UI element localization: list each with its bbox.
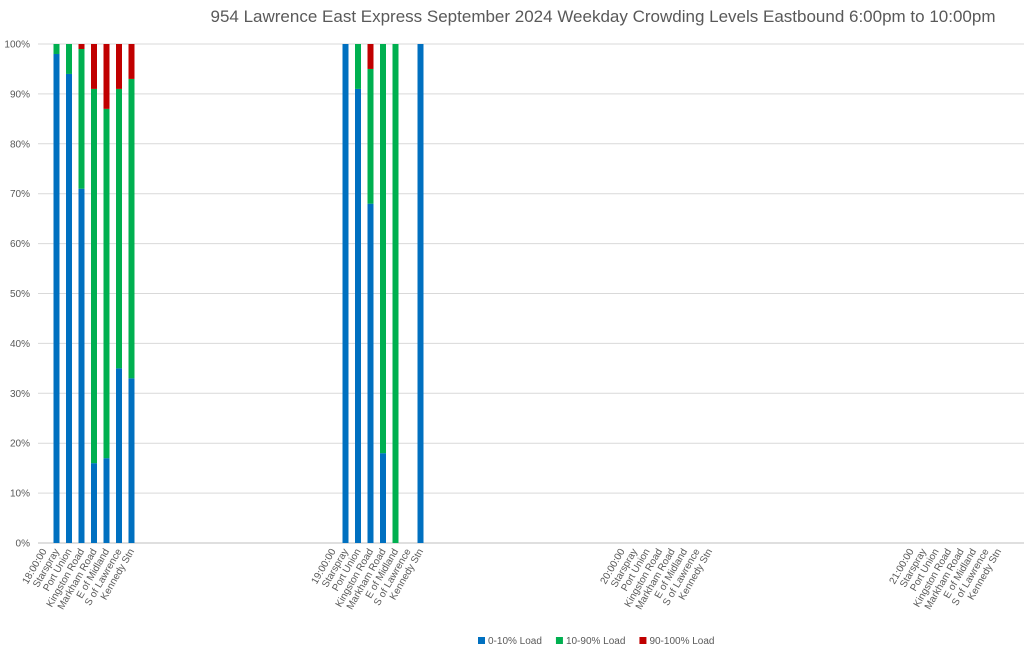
y-tick-label: 100% [4,40,30,51]
legend-swatch [555,637,563,644]
bar-segment [392,44,399,543]
y-tick-label: 50% [10,289,30,300]
y-tick-label: 30% [10,389,30,400]
bar-segment [91,463,97,543]
bar-segment [367,44,374,69]
y-tick-label: 90% [10,89,30,100]
legend-label: 90-100% Load [649,636,714,647]
legend-label: 0-10% Load [488,636,542,647]
bar-segment [103,108,110,459]
bar-segment [103,44,110,109]
legend-swatch [478,637,485,644]
bar-segment [66,44,72,74]
bar-segment [128,378,135,543]
y-axis-ticks: 0% 10% 20% 30% 40% 50% 60% 70% 80% 90% 100% [4,40,30,550]
legend: 0-10% Load 10-90% Load 90-100% Load [478,636,715,647]
bar-segment [355,44,361,89]
legend-swatch [639,637,647,644]
gridlines [38,43,1024,544]
bar-segment [78,188,85,543]
bar-segment [66,73,72,543]
y-tick-label: 0% [16,539,31,550]
chart-title: 954 Lawrence East Express September 2024… [211,7,996,26]
bar-segment [78,48,85,189]
bar-segment [53,44,60,54]
y-tick-label: 20% [10,439,30,450]
bar-segment [355,88,361,543]
bar-segment [116,88,122,369]
bar-segment [91,88,97,464]
y-tick-label: 10% [10,489,30,500]
bar-segment [116,368,122,543]
bar-segment [116,44,122,89]
bar-segment [53,53,60,543]
bar-segment [91,44,97,89]
bar-segment [367,68,374,204]
legend-label: 10-90% Load [566,636,626,647]
bar-segment [367,203,374,543]
y-tick-label: 70% [10,189,30,200]
y-tick-label: 60% [10,239,30,250]
bar-segment [78,44,85,49]
bar-segment [128,44,135,79]
bar-segment [128,78,135,379]
bar-segment [342,44,349,543]
y-tick-label: 40% [10,339,30,350]
y-tick-label: 80% [10,139,30,150]
bar-segment [380,453,386,543]
bar-segment [380,44,386,454]
bars [53,44,424,543]
bar-segment [103,458,110,543]
bar-segment [417,44,424,543]
